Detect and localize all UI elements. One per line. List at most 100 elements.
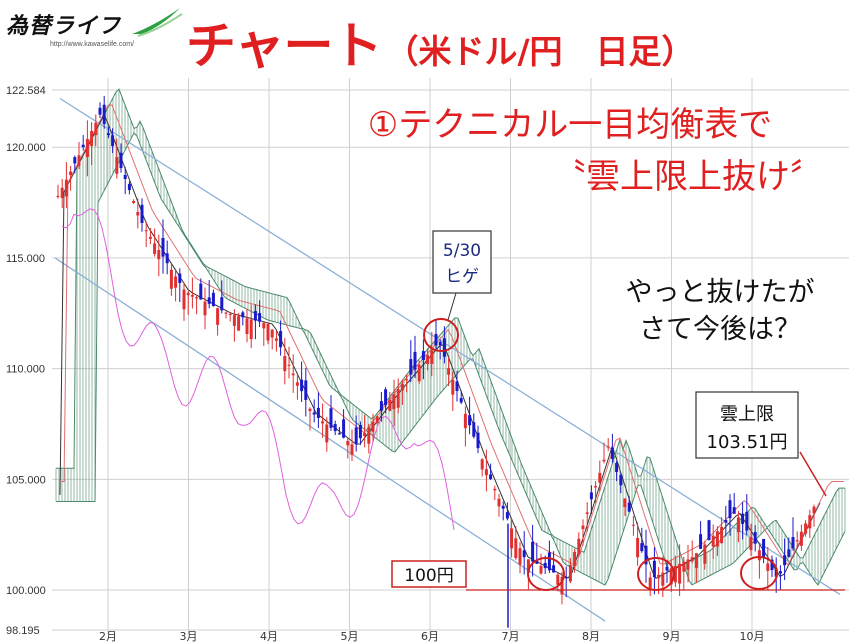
candle-body bbox=[699, 534, 703, 549]
candle-body bbox=[728, 500, 732, 519]
candle-body bbox=[56, 195, 60, 197]
candle-body bbox=[430, 350, 434, 364]
candle-body bbox=[766, 563, 770, 571]
candle-body bbox=[678, 563, 682, 584]
support-circle-2 bbox=[637, 557, 675, 591]
x-tick-label: 7月 bbox=[502, 630, 520, 642]
candlesticks bbox=[56, 95, 816, 628]
candle-body bbox=[85, 139, 89, 157]
candle-body bbox=[379, 401, 383, 411]
candle-body bbox=[602, 459, 606, 462]
candle-body bbox=[623, 498, 627, 508]
candle-body bbox=[274, 338, 278, 341]
candle-body bbox=[682, 561, 686, 572]
candle-body bbox=[589, 492, 593, 500]
candle-body bbox=[241, 312, 245, 318]
candle-body bbox=[732, 507, 736, 514]
cloud-lower-line bbox=[56, 132, 846, 586]
candle-body bbox=[77, 155, 81, 166]
candle-body bbox=[388, 399, 392, 411]
candle-body bbox=[333, 424, 337, 432]
wick-circle bbox=[423, 318, 459, 352]
candle-body bbox=[111, 135, 115, 147]
candle-body bbox=[619, 474, 623, 486]
candle-body bbox=[745, 511, 749, 531]
logo-swoosh-icon bbox=[132, 8, 183, 37]
candle-body bbox=[358, 425, 362, 439]
candle-body bbox=[686, 559, 690, 570]
candle-body bbox=[661, 572, 665, 586]
candle-body bbox=[547, 552, 551, 571]
candle-body bbox=[262, 322, 266, 329]
candle-body bbox=[287, 364, 291, 366]
logo-text: 為替ライフ bbox=[6, 14, 122, 39]
x-tick-label: 10月 bbox=[740, 630, 765, 642]
candle-body bbox=[190, 295, 194, 297]
candle-body bbox=[694, 553, 698, 568]
candle-body bbox=[514, 538, 518, 559]
candle-body bbox=[325, 424, 329, 443]
candle-body bbox=[73, 157, 77, 164]
candle-body bbox=[199, 283, 203, 300]
callout-pointer bbox=[447, 292, 457, 321]
candle-body bbox=[795, 540, 799, 542]
y-tick-label: 120.000 bbox=[6, 142, 46, 154]
candle-body bbox=[673, 566, 677, 583]
candle-body bbox=[144, 230, 148, 232]
candle-body bbox=[799, 531, 803, 546]
candle-body bbox=[720, 526, 724, 544]
candle-body bbox=[132, 200, 136, 203]
candle-body bbox=[447, 368, 451, 375]
candle-body bbox=[497, 498, 501, 507]
candle-body bbox=[568, 565, 572, 582]
x-tick-label: 6月 bbox=[421, 630, 439, 642]
candle-body bbox=[669, 568, 673, 585]
candle-body bbox=[253, 311, 257, 321]
candle-body bbox=[510, 528, 514, 549]
candle-body bbox=[480, 459, 484, 470]
comment-line1: やっと抜けたが bbox=[626, 277, 815, 308]
candle-body bbox=[195, 297, 199, 299]
candle-body bbox=[312, 412, 316, 415]
candle-body bbox=[451, 379, 455, 395]
candle-body bbox=[715, 531, 719, 547]
chart: 122.584 120.000 115.000 110.000 105.000 100.0… bbox=[6, 78, 849, 642]
candle-body bbox=[405, 379, 409, 381]
x-axis: 2月 3月 4月 5月 6月 7月 8月 9月 10月 bbox=[99, 630, 765, 642]
candle-body bbox=[724, 519, 728, 523]
candle-body bbox=[577, 538, 581, 555]
y-axis: 122.584 120.000 115.000 110.000 105.000 100.0… bbox=[6, 85, 46, 637]
candle-body bbox=[522, 550, 526, 558]
support-label-box bbox=[391, 560, 467, 588]
candle-body bbox=[392, 394, 396, 410]
x-tick-label: 5月 bbox=[341, 630, 359, 642]
candle-body bbox=[640, 543, 644, 552]
logo-url: http://www.kawaselife.com/ bbox=[50, 41, 135, 48]
candle-body bbox=[346, 440, 350, 446]
candle-body bbox=[224, 312, 228, 314]
x-tick-label: 9月 bbox=[663, 630, 681, 642]
candle-body bbox=[106, 133, 110, 136]
candle-body bbox=[493, 488, 497, 491]
y-tick-label: 100.000 bbox=[6, 585, 46, 597]
candle-body bbox=[367, 427, 371, 444]
candle-body bbox=[560, 576, 564, 595]
candle-body bbox=[606, 446, 610, 448]
y-tick-label: 110.000 bbox=[6, 364, 45, 376]
candle-body bbox=[783, 555, 787, 566]
candle-body bbox=[665, 566, 669, 571]
candle-body bbox=[468, 415, 472, 426]
x-tick-label: 8月 bbox=[582, 630, 600, 642]
candle-body bbox=[295, 382, 299, 386]
candle-body bbox=[518, 548, 522, 565]
candle-body bbox=[94, 122, 98, 136]
candle-body bbox=[421, 351, 425, 361]
candle-body bbox=[216, 308, 220, 325]
candle-body bbox=[644, 545, 648, 565]
support-circle-3 bbox=[740, 556, 778, 590]
candle-body bbox=[396, 389, 400, 408]
candle-body bbox=[749, 537, 753, 551]
candle-body bbox=[657, 574, 661, 579]
candle-body bbox=[127, 183, 131, 191]
candle-body bbox=[501, 505, 505, 509]
